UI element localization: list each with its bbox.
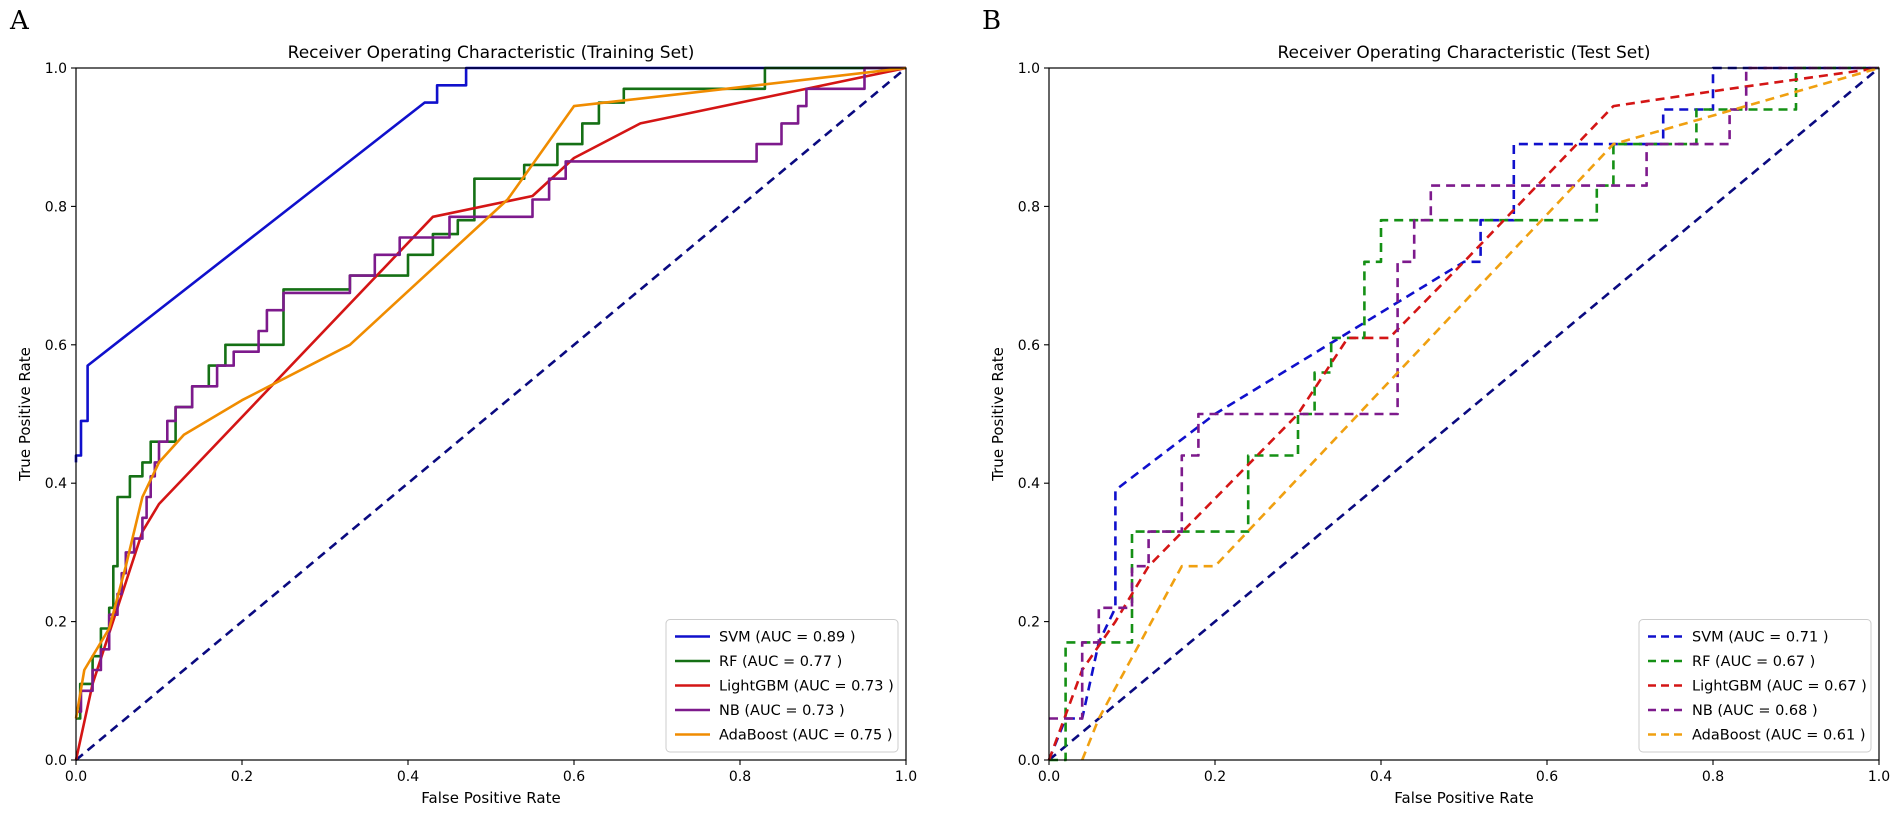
plot-frame (75, 67, 907, 761)
chance-diagonal-line (1048, 67, 1880, 761)
x-tick-label: 0.0 (65, 769, 87, 785)
legend-label-adaboost: AdaBoost (AUC = 0.75 ) (719, 728, 893, 744)
roc-curve-svm (1047, 66, 1879, 761)
roc-curve-adaboost (74, 66, 907, 719)
x-tick-label: 0.0 (1038, 769, 1060, 785)
panel-label: A (9, 6, 30, 36)
legend-label-rf: RF (AUC = 0.67 ) (1692, 654, 1815, 670)
legend-label-lightgbm: LightGBM (AUC = 0.67 ) (1692, 679, 1867, 695)
x-axis-label: False Positive Rate (1394, 789, 1533, 807)
legend-label-svm: SVM (AUC = 0.71 ) (1692, 630, 1828, 646)
y-tick-label: 0.6 (45, 338, 67, 354)
x-tick-label: 0.4 (1370, 769, 1392, 785)
legend-label-nb: NB (AUC = 0.68 ) (1692, 703, 1818, 719)
x-tick-label: 1.0 (895, 769, 917, 785)
y-tick-label: 0.0 (45, 753, 67, 769)
legend-box (665, 619, 899, 753)
chance-diagonal-line (75, 67, 907, 761)
y-axis-label: True Positive Rate (989, 347, 1007, 482)
chart-title: Receiver Operating Characteristic (Test … (1277, 43, 1650, 63)
y-tick-label: 0.4 (45, 476, 67, 492)
x-tick-label: 1.0 (1868, 769, 1890, 785)
roc-curve-rf (76, 66, 906, 720)
y-tick-label: 0.2 (45, 615, 67, 631)
y-axis-label: True Positive Rate (16, 347, 34, 482)
legend-box (1638, 619, 1872, 753)
chart-title: Receiver Operating Characteristic (Train… (288, 43, 695, 63)
legend-label-adaboost: AdaBoost (AUC = 0.61 ) (1692, 728, 1866, 744)
roc-curve-svm (74, 66, 906, 463)
roc-curve-adaboost (1080, 66, 1880, 761)
legend: SVM (AUC = 0.71 ) RF (AUC = 0.67 ) LightGB… (1638, 619, 1872, 753)
roc-curve-nb (76, 66, 906, 713)
x-tick-label: 0.4 (397, 769, 419, 785)
x-tick-label: 0.6 (1536, 769, 1558, 785)
y-tick-label: 0.8 (45, 199, 67, 215)
panel-test: B Receiver Operating Characteristic (Tes… (982, 6, 1890, 807)
y-tick-label: 0.0 (1018, 753, 1040, 769)
x-axis-label: False Positive Rate (421, 789, 560, 807)
legend: SVM (AUC = 0.89 ) RF (AUC = 0.77 ) LightGB… (665, 619, 899, 753)
y-tick-label: 0.4 (1018, 476, 1040, 492)
legend-label-lightgbm: LightGBM (AUC = 0.73 ) (719, 679, 894, 695)
panel-training: A Receiver Operating Characteristic (Tra… (9, 6, 917, 807)
x-tick-label: 0.6 (563, 769, 585, 785)
y-tick-label: 1.0 (45, 61, 67, 77)
roc-curve-lightgbm (1047, 66, 1880, 761)
x-tick-label: 0.8 (1702, 769, 1724, 785)
y-tick-label: 0.8 (1018, 199, 1040, 215)
y-tick-label: 1.0 (1018, 61, 1040, 77)
y-tick-label: 0.6 (1018, 338, 1040, 354)
legend-label-svm: SVM (AUC = 0.89 ) (719, 630, 855, 646)
legend-label-nb: NB (AUC = 0.73 ) (719, 703, 845, 719)
roc-curve-nb (1049, 66, 1879, 720)
x-tick-label: 0.2 (231, 769, 253, 785)
y-tick-label: 0.2 (1018, 615, 1040, 631)
panel-label: B (982, 6, 1001, 36)
x-tick-label: 0.8 (729, 769, 751, 785)
legend-label-rf: RF (AUC = 0.77 ) (719, 654, 842, 670)
x-tick-label: 0.2 (1204, 769, 1226, 785)
plot-frame (1048, 67, 1880, 761)
